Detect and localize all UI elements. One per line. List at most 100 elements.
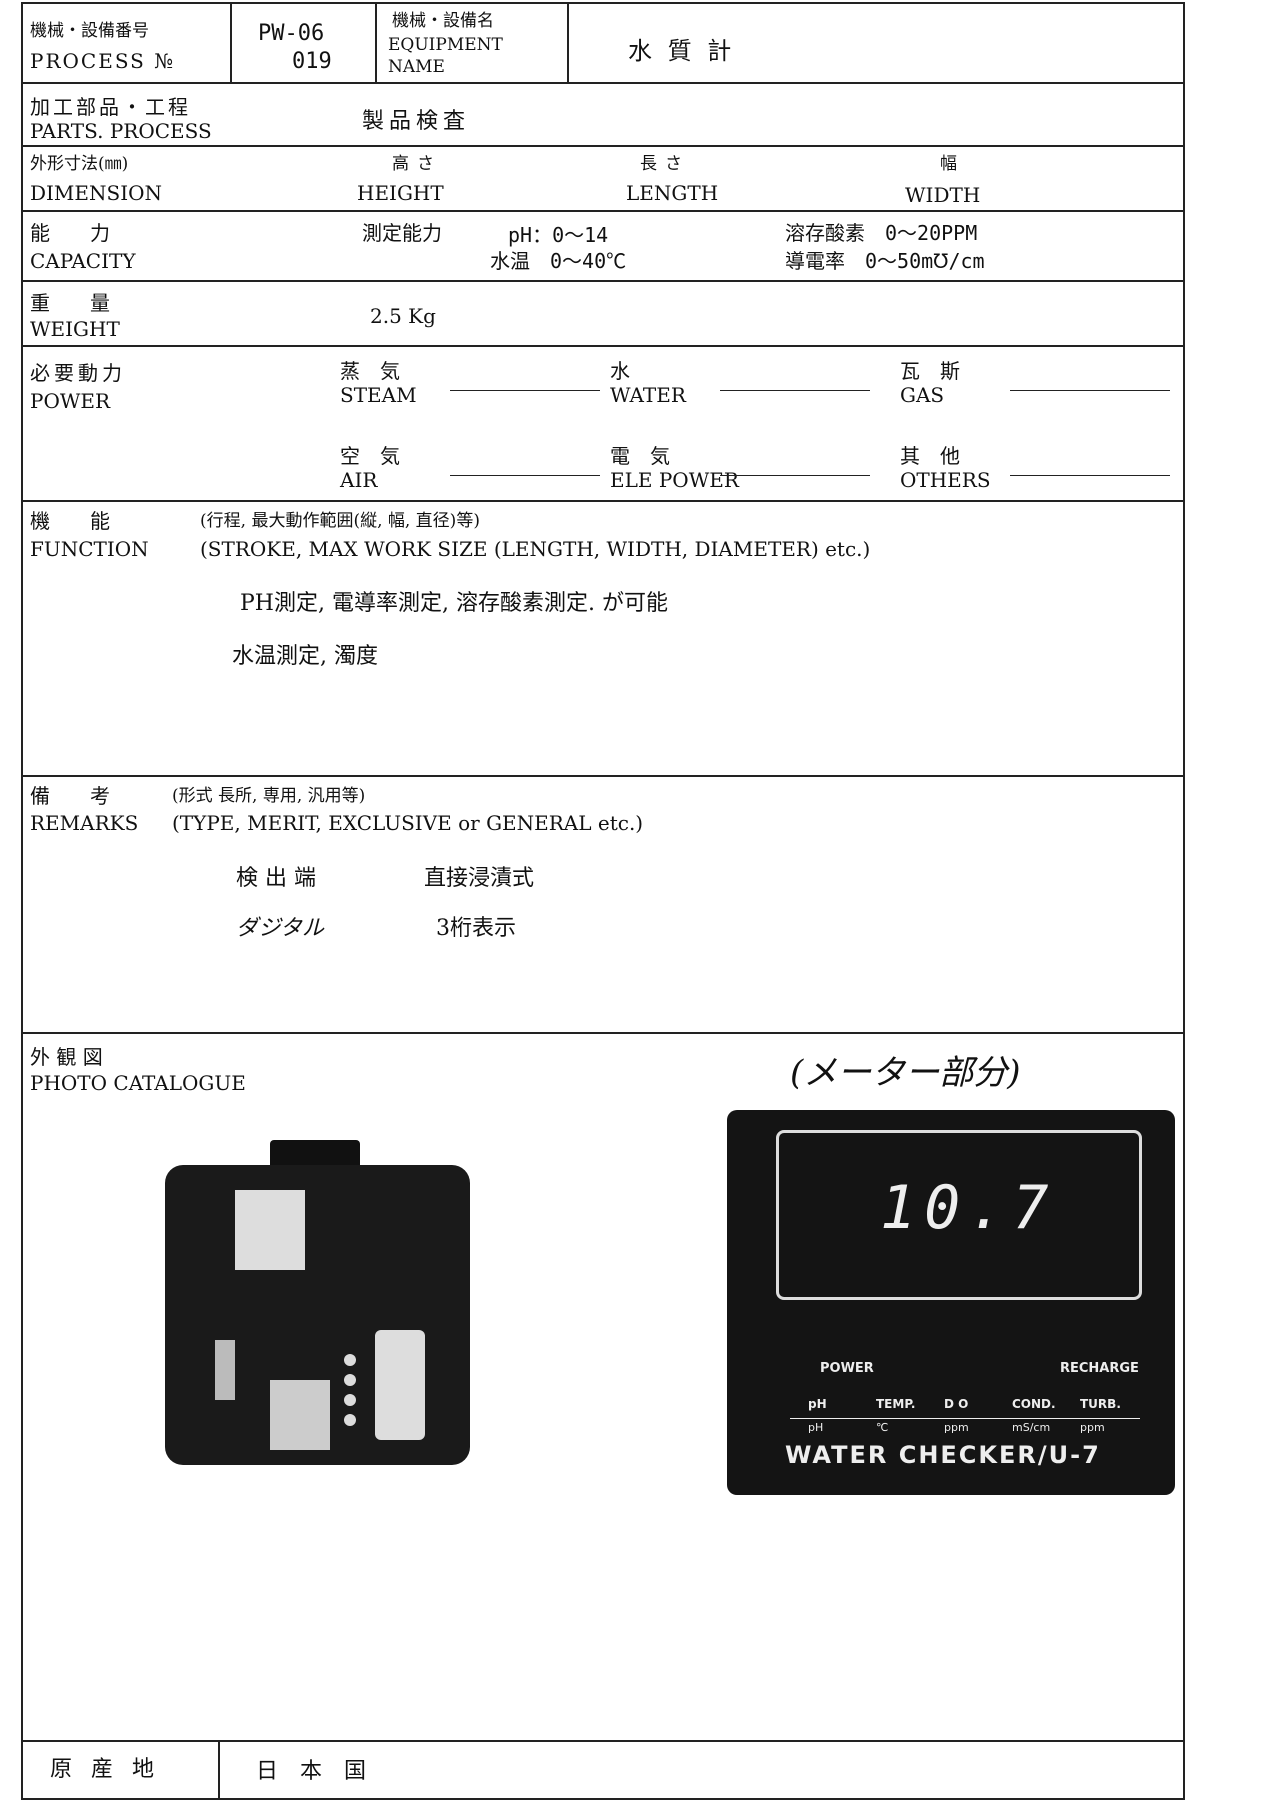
column-line	[230, 2, 232, 82]
text-line: PH測定, 電導率測定, 溶存酸素測定. が可能	[240, 591, 668, 616]
label: 長さ	[640, 154, 690, 174]
meter-column-label: TURB.	[1080, 1397, 1121, 1411]
power-item-label-en: STEAM	[340, 383, 417, 407]
meter-column-unit: ppm	[944, 1421, 969, 1434]
label: 必要動力	[30, 361, 126, 385]
label: 原 産 地	[50, 1757, 160, 1782]
label: 重 量	[30, 291, 110, 315]
row-line	[21, 345, 1185, 347]
meter-photo	[727, 1110, 1175, 1495]
handwritten-note: (メーター部分)	[790, 1053, 1021, 1093]
value: 日 本 国	[256, 1759, 367, 1784]
blank-line	[450, 390, 600, 391]
power-item-label-en: WATER	[610, 383, 686, 407]
remark-value: 3桁表示	[436, 916, 516, 941]
remark-key: 検 出 端	[236, 866, 316, 891]
power-item-label-en: OTHERS	[900, 468, 991, 492]
blank-line	[720, 475, 870, 476]
label-en: WEIGHT	[30, 317, 120, 341]
meter-rule	[790, 1418, 1140, 1419]
row-line	[21, 1032, 1185, 1034]
value: 019	[292, 49, 332, 74]
case-part	[270, 1380, 330, 1450]
meter-model: WATER CHECKER/U-7	[785, 1441, 1101, 1469]
label: 幅	[940, 154, 957, 174]
display-readout: 10.7	[880, 1173, 1057, 1243]
case-part	[344, 1374, 356, 1386]
label: 加工部品・工程	[30, 95, 191, 119]
case-part	[344, 1414, 356, 1426]
power-item-label: 空 気	[340, 444, 400, 468]
indicator-label: POWER	[820, 1361, 874, 1376]
power-item-label: 其 他	[900, 444, 960, 468]
remark-value: 直接浸漬式	[424, 866, 535, 891]
case-photo	[165, 1140, 470, 1465]
form	[21, 2, 1185, 1800]
meter-column-label: D O	[944, 1397, 969, 1411]
column-line	[567, 2, 569, 82]
value: 2.5 Kg	[370, 304, 436, 328]
power-item-label: 蒸 気	[340, 359, 400, 383]
label: 機械・設備名	[392, 11, 494, 31]
label-en: DIMENSION	[30, 181, 163, 205]
row-line	[21, 145, 1185, 147]
power-item-label-en: ELE POWER	[610, 468, 739, 492]
label: 外 観 図	[30, 1045, 103, 1069]
label-en: CAPACITY	[30, 249, 136, 273]
blank-line	[450, 475, 600, 476]
label: 備 考	[30, 784, 110, 808]
row-line	[21, 1740, 1185, 1742]
power-item-label-en: AIR	[340, 468, 378, 492]
power-item-label: 瓦 斯	[900, 359, 960, 383]
label-en: PARTS. PROCESS	[30, 119, 212, 143]
case-part	[344, 1354, 356, 1366]
label-note-en: (STROKE, MAX WORK SIZE (LENGTH, WIDTH, D…	[200, 537, 871, 561]
label: 機械・設備番号	[30, 21, 149, 41]
label-en: HEIGHT	[357, 181, 444, 205]
value: 導電率 0～50m℧/cm	[785, 249, 985, 273]
label-en: POWER	[30, 389, 111, 413]
label-en: PHOTO CATALOGUE	[30, 1071, 246, 1095]
meter-column-unit: ppm	[1080, 1421, 1105, 1434]
blank-line	[1010, 390, 1170, 391]
row-line	[21, 775, 1185, 777]
meter-column-label: pH	[808, 1397, 827, 1411]
meter-column-unit: ℃	[876, 1421, 889, 1434]
value: PW-06	[258, 21, 325, 46]
power-item-label: 電 気	[610, 444, 670, 468]
label: 高さ	[392, 154, 442, 174]
blank-line	[1010, 475, 1170, 476]
value: 溶存酸素 0～20PPM	[785, 221, 978, 245]
label: 能 力	[30, 221, 110, 245]
label-en: WIDTH	[905, 183, 981, 207]
meter-column-label: TEMP.	[876, 1397, 916, 1411]
label-en: EQUIPMENT	[388, 35, 503, 55]
label: 外形寸法(㎜)	[30, 154, 129, 174]
column-line	[375, 2, 377, 82]
power-item-label: 水	[610, 359, 630, 383]
value: 水 質 計	[628, 37, 736, 65]
row-line	[21, 500, 1185, 502]
case-part	[215, 1340, 235, 1400]
row-line	[21, 210, 1185, 212]
meter-column-unit: pH	[808, 1421, 824, 1434]
label-en: REMARKS	[30, 811, 139, 835]
label-en: FUNCTION	[30, 537, 149, 561]
value: pH：0～14	[508, 223, 609, 247]
label-note: (行程, 最大動作範囲(縦, 幅, 直径)等)	[200, 511, 480, 531]
label-en: LENGTH	[626, 181, 719, 205]
label-note: (形式 長所, 専用, 汎用等)	[172, 786, 366, 806]
row-line	[21, 280, 1185, 282]
row-line	[21, 82, 1185, 84]
value: 水温 0～40℃	[490, 249, 627, 273]
label-en: NAME	[388, 57, 445, 77]
case-part	[375, 1330, 425, 1440]
label-note-en: (TYPE, MERIT, EXCLUSIVE or GENERAL etc.)	[172, 811, 644, 835]
case-handle	[270, 1140, 360, 1170]
meter-column-label: COND.	[1012, 1397, 1056, 1411]
meter-display	[776, 1130, 1142, 1300]
power-item-label-en: GAS	[900, 383, 945, 407]
remark-key: ダジタル	[236, 916, 325, 941]
label: 測定能力	[362, 221, 442, 245]
